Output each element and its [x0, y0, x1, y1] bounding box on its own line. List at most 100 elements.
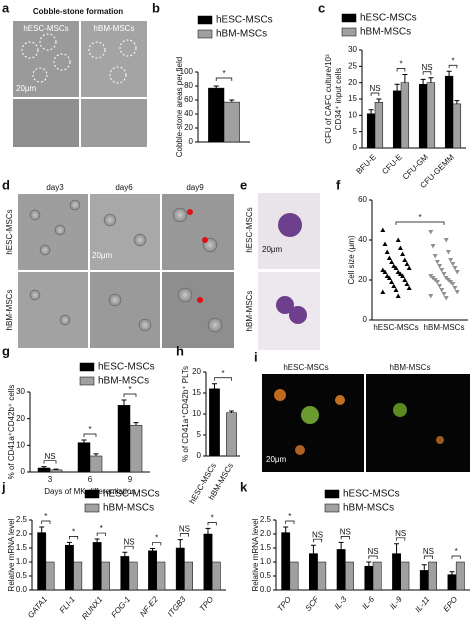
point [397, 271, 403, 276]
x-tick-label: TPO [198, 595, 215, 613]
point [393, 265, 399, 270]
point [445, 250, 451, 255]
y-tick-label: 0 [189, 137, 194, 146]
y-tick-label: 1.5 [260, 543, 272, 552]
y-tick-label: 2.5 [260, 515, 272, 524]
point [454, 270, 460, 275]
x-tick-label: SCF [304, 594, 322, 613]
significance-label: NS [423, 547, 434, 556]
bar [175, 547, 185, 591]
legend-swatch [84, 503, 100, 513]
column-label: hBM-MSCs [94, 24, 135, 33]
error-bar [454, 100, 460, 104]
y-tick-label: 0.0 [260, 585, 272, 594]
significance-bracket [96, 532, 106, 537]
error-bar [81, 439, 87, 443]
significance-label: * [128, 385, 131, 394]
bar [428, 561, 437, 591]
error-bar [421, 564, 427, 571]
significance-label: * [211, 514, 214, 523]
column-label: day6 [115, 183, 133, 192]
bar [444, 75, 454, 149]
point [386, 255, 392, 260]
x-tick-label: hESC-MSCs [373, 323, 418, 332]
bar [203, 533, 213, 591]
y-axis-label: Relative mRNA level [7, 518, 16, 591]
significance-label: NS [367, 547, 378, 556]
legend-swatch [324, 489, 340, 499]
micrograph [81, 99, 147, 147]
panel-letter: g [2, 343, 10, 358]
significance-bracket [395, 221, 445, 225]
significance-bracket [179, 533, 189, 537]
bar [418, 84, 428, 149]
scale-label: 20μm [266, 455, 287, 464]
row-label: hESC-MSCs [245, 207, 254, 252]
bar [345, 561, 354, 591]
bar [73, 561, 83, 591]
error-bar [283, 526, 289, 533]
error-bar [213, 85, 219, 89]
scale-label: 20μm [262, 245, 283, 254]
bar [226, 412, 237, 457]
column-label: day3 [46, 183, 64, 192]
x-tick-label: FOG-1 [110, 595, 133, 620]
y-tick-label: 0.0 [16, 585, 28, 594]
scale-label: 20μm [92, 251, 113, 260]
bar [92, 542, 102, 591]
bar [184, 561, 193, 591]
significance-label: * [451, 56, 454, 65]
significance-bracket [451, 555, 461, 559]
y-tick-label: 25 [348, 61, 357, 70]
point [395, 293, 401, 298]
bar [364, 565, 374, 591]
x-tick-label: IL-9 [388, 594, 404, 611]
y-tick-label: 0 [353, 143, 358, 152]
x-tick-label: FLI-1 [58, 595, 77, 615]
significance-bracket [124, 545, 134, 550]
y-tick-label: 40 [184, 109, 193, 118]
error-bar [93, 453, 99, 456]
point [386, 275, 392, 280]
bar [129, 425, 143, 473]
bar [208, 87, 225, 143]
significance-label: * [100, 524, 103, 533]
point [443, 296, 449, 301]
significance-label: * [222, 69, 225, 78]
error-bar [133, 422, 139, 426]
x-tick-label: GATA1 [26, 595, 49, 620]
panel-letter: f [336, 177, 341, 192]
error-bar [366, 561, 372, 567]
significance-bracket [423, 555, 433, 559]
point [406, 265, 412, 270]
bar [419, 570, 429, 591]
x-tick-label: 6 [88, 475, 93, 484]
significance-bracket [152, 542, 162, 546]
legend-swatch [79, 362, 95, 372]
error-bar [205, 527, 211, 534]
cells [274, 389, 444, 455]
column-label: hESC-MSCs [23, 24, 68, 33]
bar [117, 405, 131, 473]
y-tick-label: 15 [348, 94, 357, 103]
point [402, 277, 408, 282]
significance-bracket [396, 68, 406, 72]
significance-bracket [313, 538, 323, 543]
x-tick-label: hBM-MSCs [424, 323, 465, 332]
error-bar [338, 541, 344, 550]
legend-label: hESC-MSCs [103, 489, 160, 500]
y-tick-label: 10 [16, 440, 25, 449]
point [391, 263, 397, 268]
point [389, 279, 395, 284]
y-tick-label: 1.0 [16, 557, 28, 566]
point [384, 249, 390, 254]
bar [37, 467, 51, 473]
cell [276, 213, 307, 324]
y-tick-label: 0.5 [260, 571, 272, 580]
y-tick-label: 30 [348, 45, 357, 54]
point [395, 269, 401, 274]
point [443, 238, 449, 243]
legend-label: hESC-MSCs [360, 13, 417, 24]
panel-letter: d [2, 177, 10, 192]
point [382, 269, 388, 274]
